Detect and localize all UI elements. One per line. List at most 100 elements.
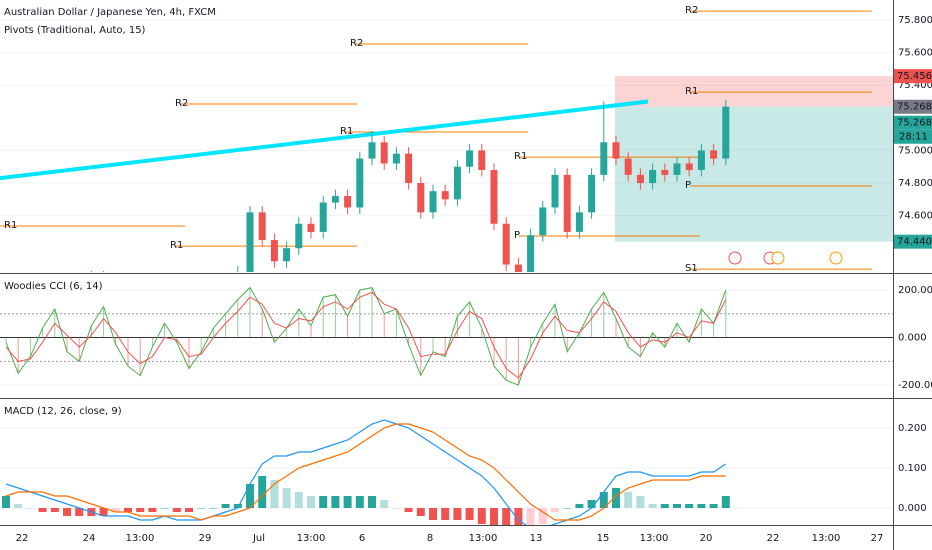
candle-body: [246, 212, 254, 272]
candle-body: [661, 169, 669, 175]
macd-histogram-bar: [282, 488, 291, 508]
event-icon[interactable]: [829, 251, 843, 265]
x-tick-label: 24: [83, 533, 96, 544]
trendline: [0, 99, 649, 181]
macd-line: [5, 419, 727, 525]
macd-histogram-bar: [721, 496, 730, 508]
macd-histogram-bar: [709, 504, 718, 508]
macd-histogram-bar: [221, 504, 230, 508]
y-tick-label: -200.000: [898, 380, 932, 391]
y-tick-label: 0.000: [898, 333, 927, 344]
y-tick-label: 0.200: [898, 423, 927, 434]
price-pane: R1 R1 R2 R1 R2 R1 P R2 R1 P S1: [0, 5, 893, 274]
price-label: 75.268: [897, 102, 932, 113]
macd-histogram-bar: [441, 508, 450, 520]
macd-histogram-bar: [355, 496, 364, 508]
x-tick-label: Jul: [252, 533, 265, 544]
macd-histogram-bar: [343, 496, 352, 508]
x-tick-label: 27: [871, 533, 884, 544]
macd-histogram-bar: [636, 496, 645, 508]
y-tick-label: 75.600: [898, 48, 932, 59]
candle-body: [636, 174, 644, 184]
macd-histogram-bar: [380, 500, 389, 508]
indicator-title: Woodies CCI (6, 14): [4, 281, 103, 292]
candle-body: [380, 142, 388, 164]
x-tick-label: 20: [700, 533, 713, 544]
x-tick-label: 29: [199, 533, 212, 544]
macd-histogram-bar: [148, 508, 157, 512]
macd-histogram-bar: [258, 476, 267, 508]
candle-body: [563, 174, 571, 232]
price-label: 74.440: [897, 237, 932, 248]
macd-histogram-bar: [63, 508, 71, 516]
candle-body: [490, 169, 498, 224]
pivot-label: R1: [4, 220, 17, 231]
macd-histogram-bar: [185, 508, 193, 512]
macd-histogram-bar: [99, 508, 108, 516]
macd-histogram-bar: [648, 504, 657, 508]
price-label: 75.456: [897, 71, 932, 82]
x-tick-label: 13:00: [812, 533, 841, 544]
macd-histogram-bar: [209, 508, 218, 509]
macd-histogram-bar: [453, 508, 462, 520]
y-tick-label: 200.000: [898, 285, 932, 296]
macd-histogram-bar: [404, 508, 413, 512]
candle-body: [575, 212, 583, 232]
macd-histogram-bar: [75, 508, 84, 516]
macd-histogram-bar: [429, 508, 437, 520]
candle-body: [551, 174, 559, 208]
x-tick-label: 13:00: [469, 533, 498, 544]
event-icon[interactable]: [771, 251, 785, 265]
pivot-label: R1: [685, 86, 698, 97]
macd-histogram-bar: [697, 504, 706, 508]
event-icon[interactable]: [728, 251, 742, 265]
candle-body: [710, 150, 718, 159]
x-tick-label: 13:00: [297, 533, 326, 544]
macd-histogram-bar: [624, 492, 633, 508]
y-tick-label: 75.800: [898, 15, 932, 26]
macd-line: [5, 423, 726, 521]
candle-body: [722, 106, 730, 159]
candle-body: [295, 223, 303, 249]
candle-body: [685, 163, 693, 170]
price-label-box: [894, 99, 932, 114]
macd-histogram-bar: [197, 508, 206, 509]
candle-body: [319, 202, 327, 232]
macd-histogram-bar: [416, 508, 425, 516]
candle-body: [368, 142, 376, 159]
candle-body: [344, 196, 352, 208]
countdown: 28:11: [899, 132, 928, 143]
candle-body: [441, 191, 449, 200]
candle-body: [478, 150, 486, 170]
candle-body: [258, 212, 266, 241]
macd-histogram-bar: [685, 504, 694, 508]
macd-histogram-bar: [587, 500, 596, 508]
x-tick-label: 22: [767, 533, 780, 544]
pivot-label: R2: [350, 38, 363, 49]
macd-histogram-bar: [502, 508, 511, 525]
candle-body: [624, 158, 632, 175]
candle-body: [417, 183, 425, 213]
candle-body: [612, 142, 620, 159]
candle-body: [514, 264, 522, 272]
macd-histogram-bar: [563, 508, 572, 509]
pivot-label: S1: [685, 263, 698, 274]
macd-histogram-bar: [2, 496, 10, 508]
x-tick-label: 8: [427, 533, 433, 544]
y-tick-label: 74.800: [898, 178, 932, 189]
macd-histogram-bar: [477, 508, 486, 524]
candle-body: [600, 142, 608, 175]
candle-body: [429, 191, 437, 213]
position-target-zone: [615, 76, 893, 107]
pivot-label: R2: [685, 5, 698, 16]
macd-histogram-bar: [514, 508, 523, 525]
y-tick-label: 74.600: [898, 211, 932, 222]
candle-body: [356, 158, 364, 208]
position-stop-zone: [615, 106, 893, 242]
macd-histogram-bar: [124, 508, 132, 512]
pivot-label: P: [685, 180, 691, 191]
candle-body: [673, 163, 681, 175]
x-tick-label: 6: [359, 533, 365, 544]
cci-line: [5, 286, 727, 386]
